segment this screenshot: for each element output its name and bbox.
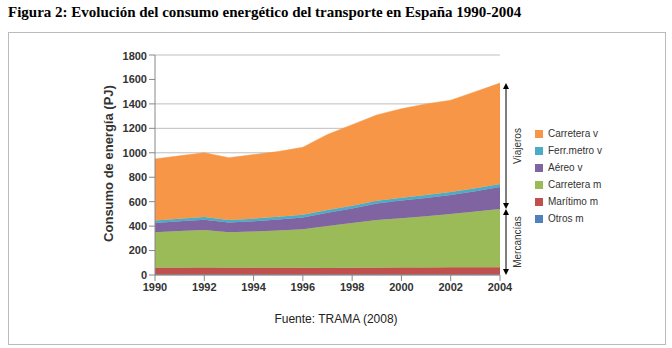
svg-text:1600: 1600	[123, 73, 147, 85]
svg-text:2000: 2000	[389, 281, 413, 293]
svg-text:1992: 1992	[192, 281, 216, 293]
svg-text:1800: 1800	[123, 50, 147, 62]
svg-text:2004: 2004	[488, 281, 513, 293]
svg-text:600: 600	[129, 196, 147, 208]
html-text:Fuente: TRAMA (2008): Fuente: TRAMA (2008)	[274, 312, 398, 326]
svg-text:2002: 2002	[438, 281, 462, 293]
html-text:Carretera v: Carretera v	[548, 128, 598, 139]
svg-text:1400: 1400	[123, 98, 147, 110]
svg-text:1994: 1994	[241, 281, 266, 293]
html-text:Carretera m: Carretera m	[548, 179, 602, 190]
svg-text:400: 400	[129, 220, 147, 232]
html-text:Marítimo m: Marítimo m	[548, 196, 598, 207]
svg-text:200: 200	[129, 244, 147, 256]
svg-text:1200: 1200	[123, 122, 147, 134]
svg-text:0: 0	[141, 269, 147, 281]
html-text:Consumo de energía (PJ): Consumo de energía (PJ)	[100, 85, 116, 242]
html-text:Otros m: Otros m	[548, 213, 584, 224]
svg-text:Viajeros: Viajeros	[512, 128, 523, 164]
svg-text:1998: 1998	[340, 281, 364, 293]
svg-text:1996: 1996	[291, 281, 315, 293]
svg-text:800: 800	[129, 171, 147, 183]
svg-text:Mercancías: Mercancías	[512, 216, 523, 268]
svg-text:1990: 1990	[143, 281, 167, 293]
svg-text:1000: 1000	[123, 147, 147, 159]
html-text:Aéreo v: Aéreo v	[548, 162, 583, 173]
html-text:Ferr.metro v: Ferr.metro v	[548, 145, 602, 156]
html-text:Figura 2: Evolución del consum: Figura 2: Evolución del consumo energéti…	[8, 4, 522, 20]
